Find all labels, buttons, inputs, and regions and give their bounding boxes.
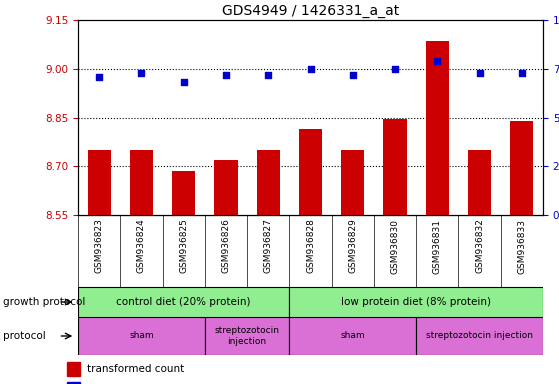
Text: GSM936824: GSM936824 [137, 218, 146, 273]
Bar [468, 150, 491, 215]
Bar [67, 382, 80, 384]
Text: growth protocol: growth protocol [3, 297, 85, 307]
Text: protocol: protocol [3, 331, 45, 341]
Point [179, 79, 188, 86]
Bar [205, 317, 290, 355]
Text: GSM936827: GSM936827 [264, 218, 273, 273]
Bar [78, 287, 290, 317]
Bar [78, 317, 205, 355]
Point [433, 58, 442, 64]
Point [475, 70, 484, 76]
Text: GSM936823: GSM936823 [94, 218, 103, 273]
Bar [257, 150, 280, 215]
Text: streptozotocin
injection: streptozotocin injection [215, 326, 280, 346]
Text: GSM936830: GSM936830 [391, 218, 400, 274]
Text: streptozotocin injection: streptozotocin injection [426, 331, 533, 341]
Bar [299, 129, 322, 215]
Bar [383, 119, 406, 215]
Bar [341, 150, 364, 215]
Bar [130, 150, 153, 215]
Text: sham: sham [340, 331, 365, 341]
Text: GSM936828: GSM936828 [306, 218, 315, 273]
Text: low protein diet (8% protein): low protein diet (8% protein) [341, 297, 491, 307]
Text: GSM936832: GSM936832 [475, 218, 484, 273]
Point [391, 66, 400, 72]
Bar [67, 362, 80, 376]
Text: GSM936825: GSM936825 [179, 218, 188, 273]
Point [306, 66, 315, 72]
Text: control diet (20% protein): control diet (20% protein) [116, 297, 251, 307]
Point [518, 70, 527, 76]
Text: GSM936829: GSM936829 [348, 218, 357, 273]
Bar [426, 41, 449, 215]
Text: GSM936831: GSM936831 [433, 218, 442, 274]
Point [94, 73, 103, 79]
Text: GSM936826: GSM936826 [221, 218, 230, 273]
Point [137, 70, 146, 76]
Text: GSM936833: GSM936833 [518, 218, 527, 274]
Bar [416, 317, 543, 355]
Title: GDS4949 / 1426331_a_at: GDS4949 / 1426331_a_at [222, 3, 399, 18]
Bar [510, 121, 533, 215]
Bar [172, 171, 195, 215]
Text: sham: sham [129, 331, 154, 341]
Text: transformed count: transformed count [87, 364, 184, 374]
Bar [88, 150, 111, 215]
Bar [290, 287, 543, 317]
Point [264, 71, 273, 78]
Point [221, 71, 230, 78]
Bar [290, 317, 416, 355]
Bar [214, 160, 238, 215]
Point [348, 71, 357, 78]
